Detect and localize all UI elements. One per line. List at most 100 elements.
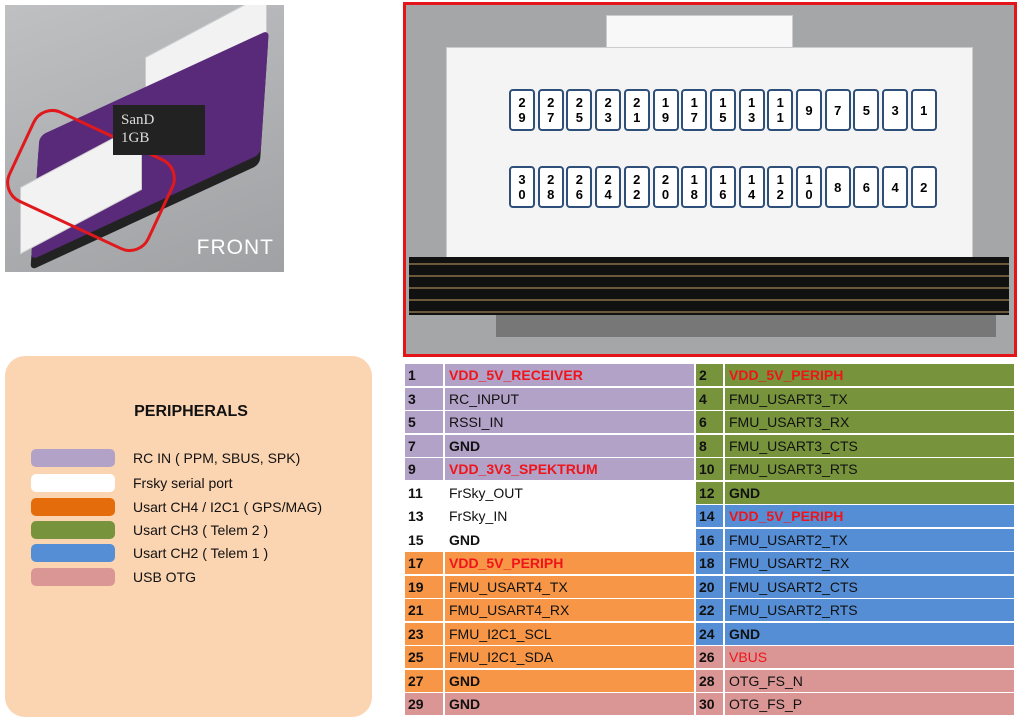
pin-signal: FMU_USART3_CTS bbox=[729, 437, 858, 454]
pin-signal: GND bbox=[449, 437, 481, 454]
pin-row-12: 12 GND bbox=[696, 481, 1014, 504]
pin-5: 5 bbox=[853, 89, 880, 131]
legend-label: Frsky serial port bbox=[133, 475, 233, 491]
pin-19: 1 9 bbox=[652, 89, 679, 131]
pin-signal: FMU_USART2_RTS bbox=[729, 602, 858, 618]
pin-14: 1 4 bbox=[738, 166, 765, 208]
pin-row-13: 13 FrSky_IN bbox=[405, 505, 694, 527]
pin-number: 11 bbox=[405, 481, 445, 504]
ribbon-cable bbox=[409, 257, 1009, 315]
pin-number: 26 bbox=[696, 646, 725, 668]
pin-2: 2 bbox=[910, 166, 937, 208]
pin-number: 1 bbox=[405, 364, 445, 386]
pin-signal: FMU_USART2_RX bbox=[729, 555, 850, 571]
pin-7: 7 bbox=[824, 89, 851, 131]
pin-20: 2 0 bbox=[652, 166, 679, 208]
pin-number: 30 bbox=[696, 693, 725, 715]
legend-label: RC IN ( PPM, SBUS, SPK) bbox=[133, 450, 301, 466]
pin-row-6: 6 FMU_USART3_RX bbox=[696, 411, 1014, 433]
pin-number: 12 bbox=[696, 481, 725, 504]
pin-row-23: 23 FMU_I2C1_SCL bbox=[405, 622, 694, 645]
pin-signal: OTG_FS_P bbox=[729, 696, 803, 712]
pin-signal: VDD_5V_PERIPH bbox=[729, 508, 844, 524]
pin-row-11: 11 FrSky_OUT bbox=[405, 481, 694, 504]
pin-28: 2 8 bbox=[537, 166, 564, 208]
legend-label: Usart CH2 ( Telem 1 ) bbox=[133, 545, 269, 561]
pin-row-25: 25 FMU_I2C1_SDA bbox=[405, 646, 694, 668]
pin-number: 22 bbox=[696, 599, 725, 621]
pin-signal: VDD_3V3_SPEKTRUM bbox=[449, 461, 598, 477]
pin-number: 14 bbox=[696, 505, 725, 527]
legend-swatch bbox=[31, 474, 115, 492]
pin-number: 19 bbox=[405, 575, 445, 598]
sd-card: SanD 1GB bbox=[113, 105, 205, 155]
pin-row-10: 10 FMU_USART3_RTS bbox=[696, 458, 1014, 480]
pin-18: 1 8 bbox=[681, 166, 708, 208]
pin-row-19: 19 FMU_USART4_TX bbox=[405, 575, 694, 598]
pin-number: 13 bbox=[405, 505, 445, 527]
pin-number: 9 bbox=[405, 458, 445, 480]
pin-signal: GND bbox=[449, 531, 481, 548]
pin-row-30: 30 OTG_FS_P bbox=[696, 693, 1014, 715]
pin-number: 24 bbox=[696, 622, 725, 645]
pin-1: 1 bbox=[910, 89, 937, 131]
board-photo: SanD 1GB FRONT bbox=[5, 5, 284, 272]
legend-item: Usart CH2 ( Telem 1 ) bbox=[31, 544, 268, 562]
pin-signal: VBUS bbox=[729, 649, 768, 665]
pin-25: 2 5 bbox=[566, 89, 593, 131]
pin-number: 20 bbox=[696, 575, 725, 598]
legend-label: Usart CH4 / I2C1 ( GPS/MAG) bbox=[133, 499, 323, 515]
legend-swatch bbox=[31, 568, 115, 586]
pin-row-7: 7 GND bbox=[405, 434, 694, 457]
pin-signal: FrSky_OUT bbox=[449, 484, 523, 501]
pin-number: 25 bbox=[405, 646, 445, 668]
pin-number: 4 bbox=[696, 387, 725, 410]
pin-row-20: 20 FMU_USART2_CTS bbox=[696, 575, 1014, 598]
pin-signal: FMU_USART4_RX bbox=[449, 602, 570, 618]
pin-number: 28 bbox=[696, 669, 725, 692]
pin-number: 15 bbox=[405, 528, 445, 551]
pin-24: 2 4 bbox=[595, 166, 622, 208]
pin-number: 3 bbox=[405, 387, 445, 410]
pin-row-14: 14 VDD_5V_PERIPH bbox=[696, 505, 1014, 527]
legend-item: Frsky serial port bbox=[31, 474, 233, 492]
pin-signal: VDD_5V_PERIPH bbox=[449, 555, 564, 571]
pin-row-15: 15 GND bbox=[405, 528, 694, 551]
pin-29: 2 9 bbox=[509, 89, 535, 131]
pin-26: 2 6 bbox=[566, 166, 593, 208]
pin-27: 2 7 bbox=[537, 89, 564, 131]
pin-number: 17 bbox=[405, 552, 445, 574]
pin-signal: FMU_USART2_CTS bbox=[729, 578, 858, 595]
pin-signal: RSSI_IN bbox=[449, 414, 504, 430]
pin-10: 1 0 bbox=[796, 166, 822, 208]
pin-number: 10 bbox=[696, 458, 725, 480]
legend-swatch bbox=[31, 498, 115, 516]
pin-row-28: 28 OTG_FS_N bbox=[696, 669, 1014, 692]
legend-title: PERIPHERALS bbox=[134, 403, 248, 420]
pin-signal: VDD_5V_PERIPH bbox=[729, 367, 844, 383]
pin-number: 5 bbox=[405, 411, 445, 433]
legend-swatch bbox=[31, 544, 115, 562]
pin-signal: VDD_5V_RECEIVER bbox=[449, 367, 583, 383]
pin-signal: FrSky_IN bbox=[449, 508, 508, 524]
pin-number: 8 bbox=[696, 434, 725, 457]
pin-signal: GND bbox=[449, 696, 481, 712]
pin-number: 16 bbox=[696, 528, 725, 551]
connector-foot bbox=[496, 315, 996, 337]
pin-row-18: 18 FMU_USART2_RX bbox=[696, 552, 1014, 574]
legend-label: USB OTG bbox=[133, 569, 197, 585]
pin-row-21: 21 FMU_USART4_RX bbox=[405, 599, 694, 621]
pin-row-29: 29 GND bbox=[405, 693, 694, 715]
legend-item: USB OTG bbox=[31, 568, 196, 586]
legend-item: RC IN ( PPM, SBUS, SPK) bbox=[31, 449, 300, 467]
pin-16: 1 6 bbox=[709, 166, 736, 208]
front-label: FRONT bbox=[196, 236, 274, 259]
pin-row-8: 8 FMU_USART3_CTS bbox=[696, 434, 1014, 457]
pin-21: 2 1 bbox=[623, 89, 650, 131]
pin-number: 23 bbox=[405, 622, 445, 645]
pin-number: 7 bbox=[405, 434, 445, 457]
pin-row-4: 4 FMU_USART3_TX bbox=[696, 387, 1014, 410]
pin-signal: FMU_USART2_TX bbox=[729, 531, 848, 548]
pin-12: 1 2 bbox=[767, 166, 794, 208]
pin-row-9: 9 VDD_3V3_SPEKTRUM bbox=[405, 458, 694, 480]
